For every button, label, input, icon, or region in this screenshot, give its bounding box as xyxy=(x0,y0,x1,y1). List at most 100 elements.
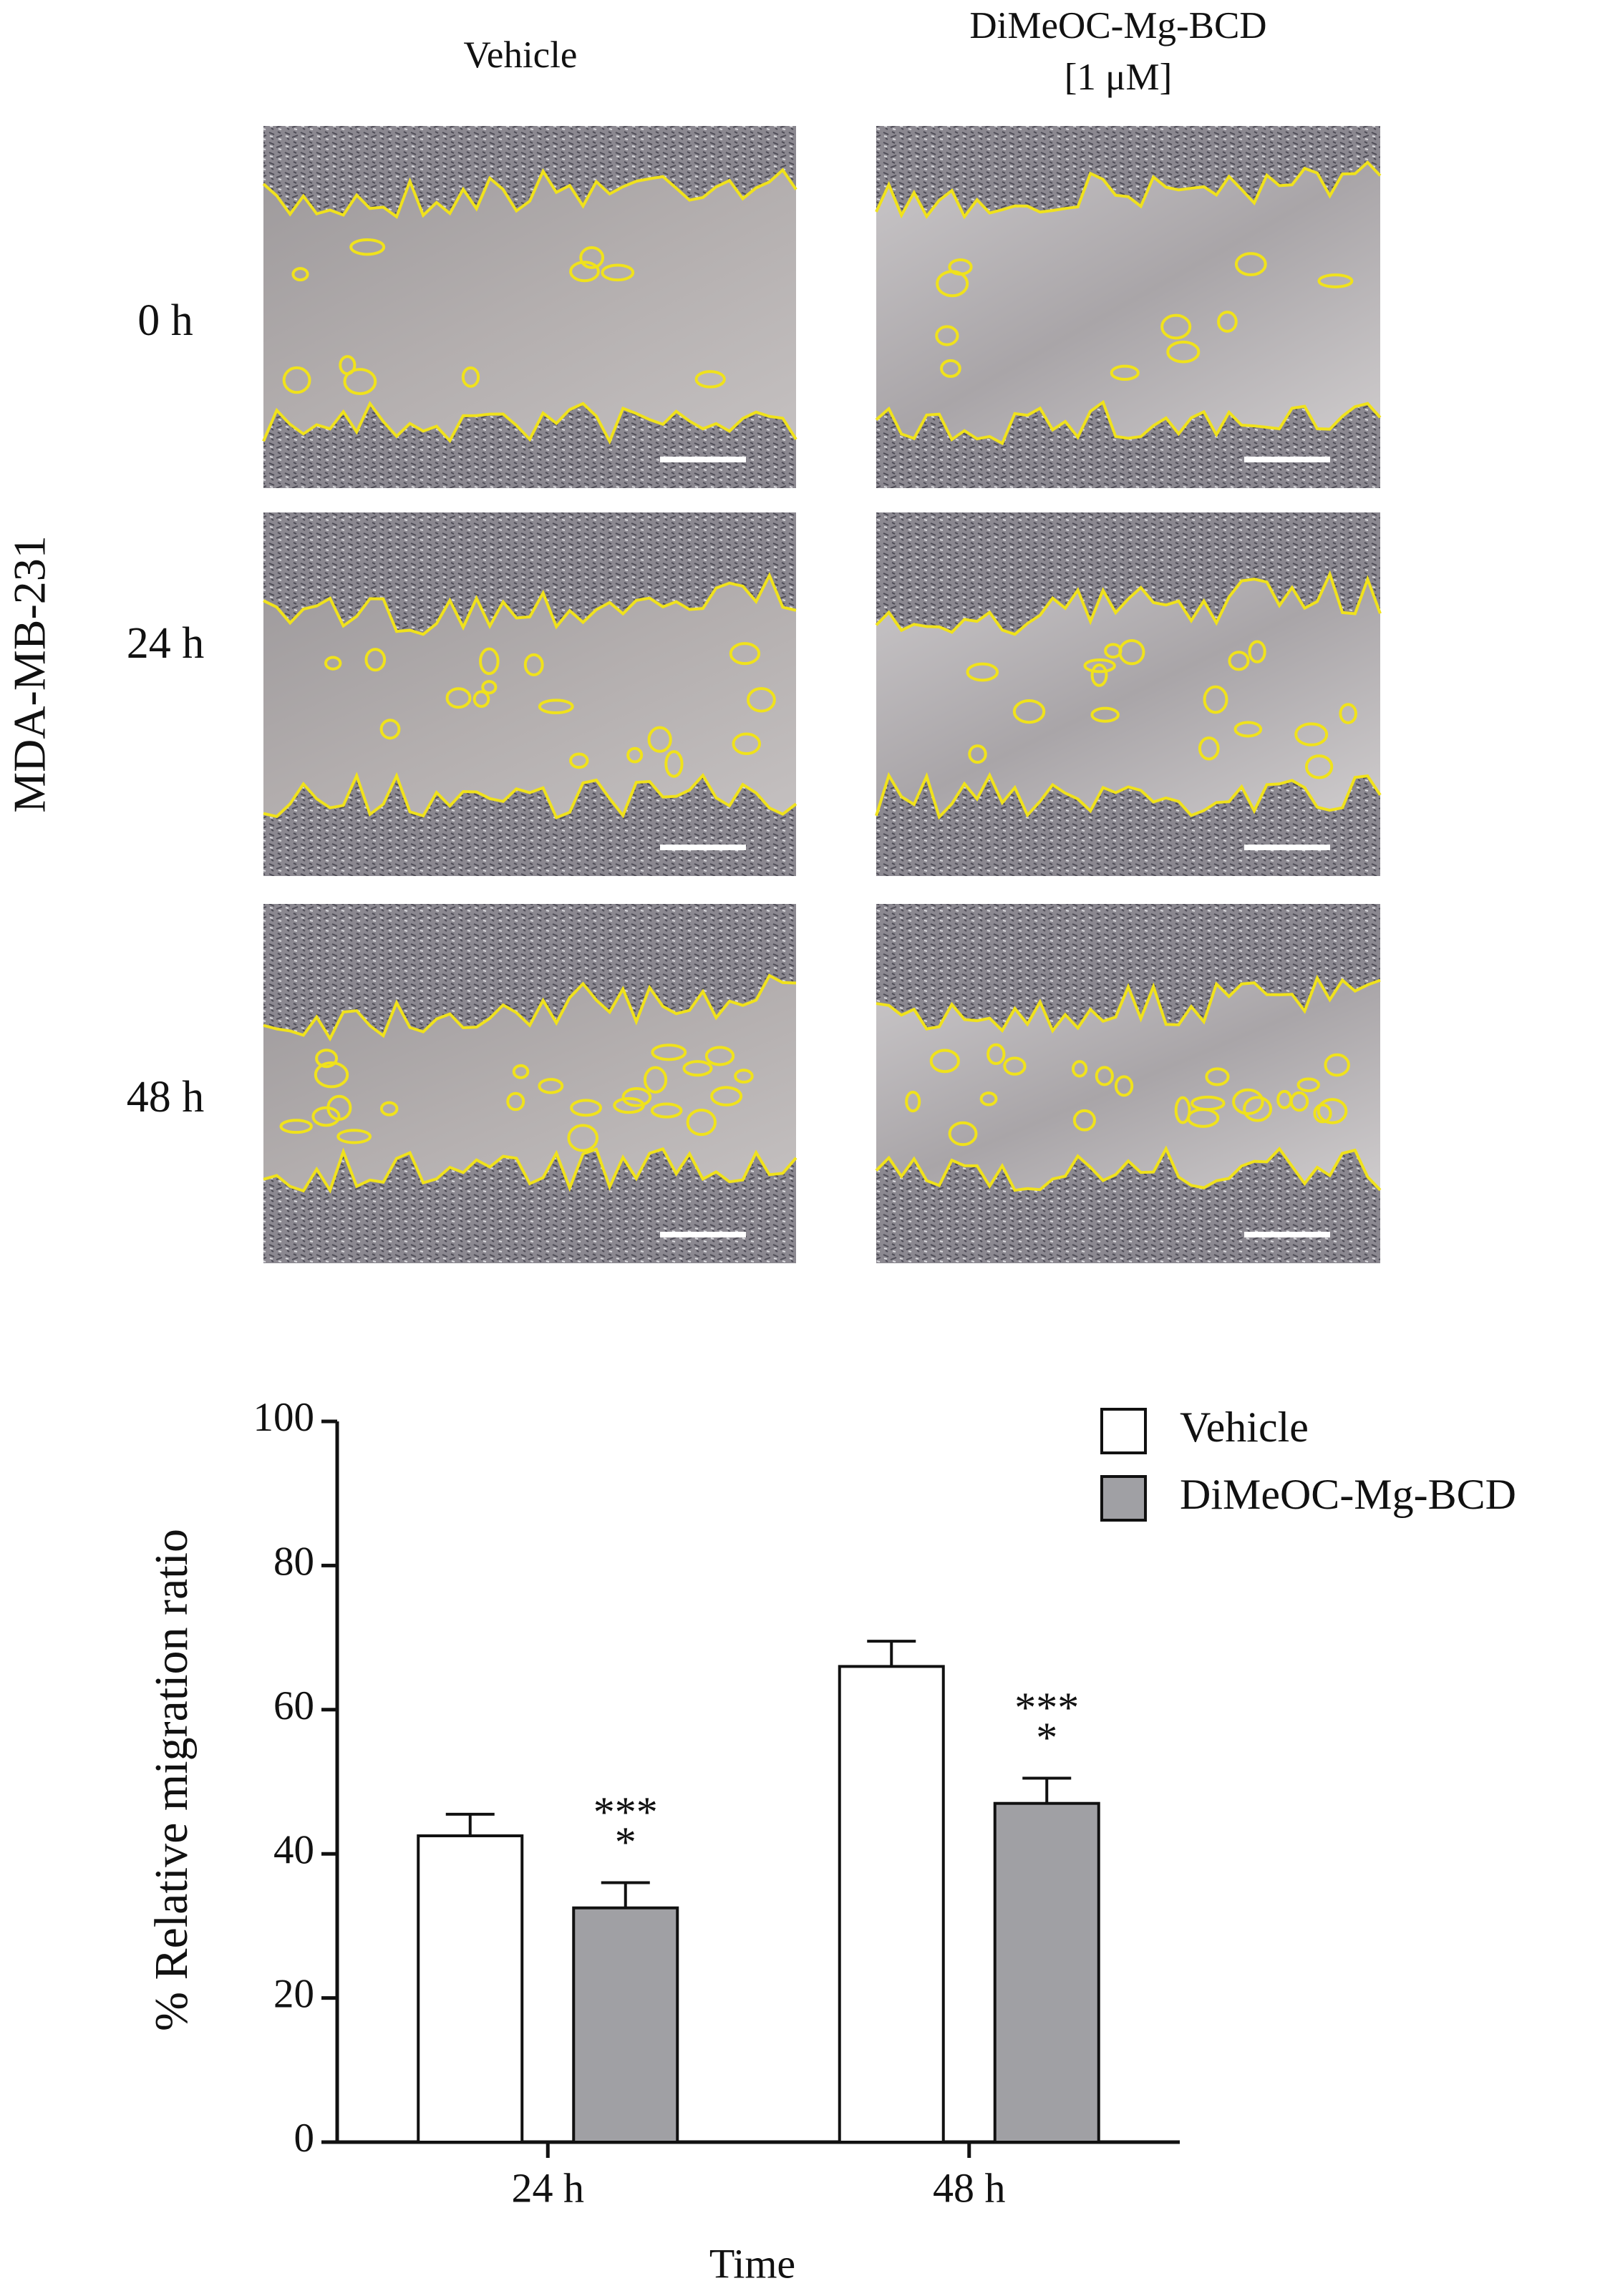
cell-outline xyxy=(1276,1089,1293,1109)
cell-outline xyxy=(734,1069,754,1084)
micrograph xyxy=(263,904,797,1263)
column-label: Vehicle xyxy=(464,34,578,76)
cell-outline xyxy=(1313,1103,1332,1124)
cell-outline xyxy=(966,662,999,682)
cell-outline xyxy=(1228,651,1250,671)
cell-outline xyxy=(1104,643,1123,659)
micrograph xyxy=(262,126,797,488)
cell-outline xyxy=(1083,658,1116,673)
cell-outline xyxy=(1233,721,1263,738)
cell-outline xyxy=(729,642,761,666)
wound-edge xyxy=(262,400,797,445)
cell-outline xyxy=(291,267,309,282)
row-label: 48 h xyxy=(127,1073,205,1122)
cell-outline xyxy=(647,726,672,753)
x-tick-label: 48 h xyxy=(933,2164,1006,2211)
cell-outline xyxy=(1072,1109,1096,1132)
cell-outline xyxy=(1003,1056,1027,1076)
cell-outline xyxy=(1324,1053,1350,1077)
cell-outline xyxy=(643,1066,668,1094)
cell-outline xyxy=(936,270,969,298)
cell-outline xyxy=(1217,311,1238,333)
cell-outline xyxy=(664,750,684,778)
error-bar xyxy=(867,1640,916,1667)
cell-outline xyxy=(1317,273,1354,288)
cell-outline xyxy=(461,366,480,388)
x-axis-label: Time xyxy=(709,2240,795,2287)
wound-area xyxy=(876,574,1380,817)
y-tick-label: 80 xyxy=(273,1539,314,1584)
cell-outline xyxy=(1198,736,1220,761)
y-tick-label: 40 xyxy=(273,1827,314,1872)
cell-outline xyxy=(1243,1096,1273,1122)
micrographs xyxy=(262,126,1382,1263)
cell-outline xyxy=(364,648,387,672)
cell-outline xyxy=(1090,706,1120,723)
wound-edge xyxy=(263,772,797,819)
cell-outline xyxy=(579,245,605,269)
cell-outline xyxy=(1234,252,1267,276)
cell-outline xyxy=(935,325,959,346)
cell-outline xyxy=(613,1096,645,1114)
cell-outline xyxy=(282,366,311,394)
cell-outline xyxy=(314,1061,349,1089)
cell-outline xyxy=(1296,1077,1320,1093)
cell-outline xyxy=(445,687,472,709)
cell-outline xyxy=(1166,340,1201,364)
bar-chart: % Relative migration ratio Time 0 20 40 60 8… xyxy=(145,1395,1516,2287)
cell-outline xyxy=(1203,685,1228,714)
y-tick-label: 60 xyxy=(273,1683,314,1728)
significance-label: *** xyxy=(1014,1684,1079,1731)
wound-edge xyxy=(875,772,1382,820)
cell-outline xyxy=(948,1121,978,1147)
wound-edge xyxy=(875,160,1382,220)
cell-outline xyxy=(569,261,600,283)
cell-outline xyxy=(1248,640,1266,663)
cell-outline xyxy=(481,680,498,695)
wound-edge xyxy=(875,399,1382,446)
cell-outline xyxy=(1090,663,1108,687)
cell-outline xyxy=(538,1078,564,1094)
cell-outline xyxy=(538,699,574,714)
cell-outline xyxy=(1186,1108,1220,1128)
x-tick-label: 24 h xyxy=(512,2164,585,2211)
legend-label: Vehicle xyxy=(1180,1404,1309,1451)
cell-outline xyxy=(324,656,342,671)
cell-outline xyxy=(1304,754,1334,779)
micrograph xyxy=(875,904,1382,1263)
micrograph xyxy=(875,126,1382,488)
cell-outline xyxy=(311,1106,341,1127)
cell-outline xyxy=(1095,1066,1114,1086)
wound-edge xyxy=(875,570,1382,636)
wound-area xyxy=(876,162,1380,444)
cell-outline xyxy=(710,1086,743,1106)
cell-outline xyxy=(986,1043,1006,1065)
cell-outline xyxy=(1317,1098,1348,1124)
column-label: [1 μM] xyxy=(1065,57,1173,98)
cell-line-label: MDA-MB-231 xyxy=(4,535,55,813)
micrograph xyxy=(875,512,1382,876)
cell-outline xyxy=(379,719,401,740)
y-tick-label: 100 xyxy=(253,1395,315,1440)
y-axis-label: % Relative migration ratio xyxy=(145,1529,198,2031)
cell-outline xyxy=(506,1091,525,1111)
row-label: 0 h xyxy=(137,296,193,345)
cell-outline xyxy=(1232,1088,1264,1115)
cell-outline xyxy=(1110,364,1140,381)
cell-outline xyxy=(343,368,377,395)
micrograph xyxy=(263,512,797,876)
column-label: DiMeOC-Mg-BCD xyxy=(969,5,1266,47)
wound-edge xyxy=(262,167,797,220)
error-bar xyxy=(445,1812,495,1837)
cell-outline xyxy=(929,1049,960,1074)
cell-outline xyxy=(1339,703,1358,724)
bar xyxy=(417,1834,524,2144)
cell-outline xyxy=(601,263,635,282)
legend-label: DiMeOC-Mg-BCD xyxy=(1180,1471,1516,1518)
bar xyxy=(572,1906,679,2144)
y-tick-label: 0 xyxy=(294,2116,315,2161)
cell-outline xyxy=(279,1119,313,1134)
cell-outline xyxy=(968,744,987,764)
cell-outline xyxy=(686,1108,717,1137)
